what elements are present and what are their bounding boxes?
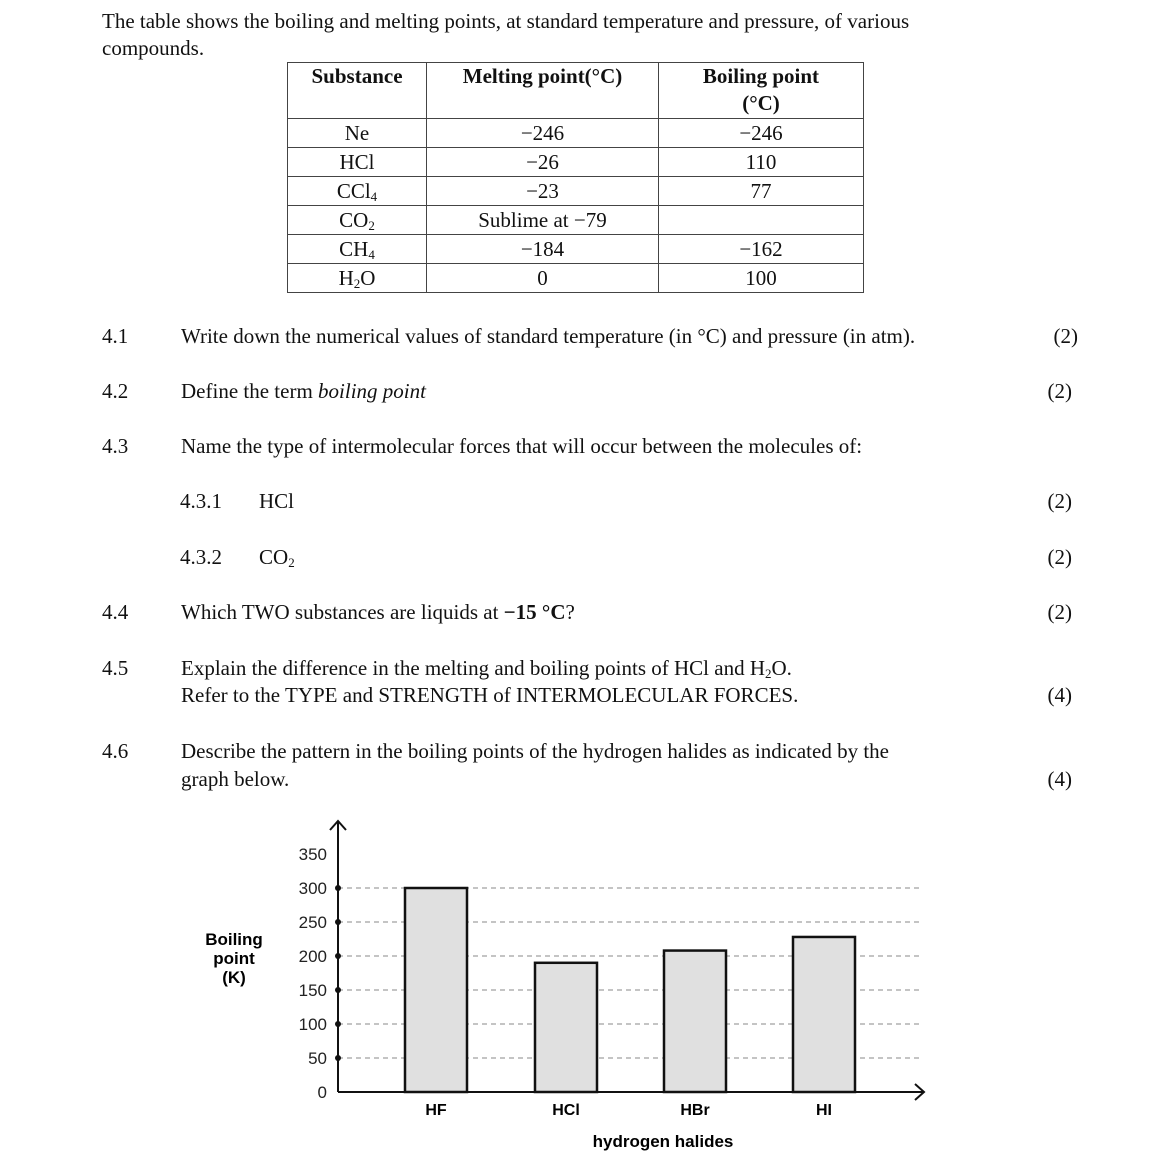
y-axis-label: point: [213, 949, 255, 968]
cell-boiling: 110: [658, 147, 864, 177]
y-tick-label: 200: [299, 947, 327, 966]
x-tick-label: HI: [816, 1102, 832, 1119]
formula: H: [338, 265, 354, 290]
bar-hi: [791, 935, 857, 1094]
q41-text: Write down the numerical values of stand…: [181, 324, 916, 348]
q45-sub: 2: [765, 666, 772, 681]
q41-number: 4.1: [102, 324, 129, 348]
y-tick-label: 50: [308, 1049, 327, 1068]
q42-text: Define the term boiling point: [181, 378, 426, 405]
y-axis-arrow-icon: [329, 819, 347, 831]
q45-text: Explain the difference in the melting an…: [181, 655, 792, 682]
q432-text: CO2: [259, 544, 295, 571]
table-row: Ne −246 −246: [287, 118, 864, 148]
q45-tail: O.: [771, 656, 792, 680]
q432-marks: (2): [1047, 545, 1073, 569]
cell-boiling: −162: [658, 234, 864, 264]
q431-text: HCl: [259, 489, 295, 513]
formula: CCl: [336, 178, 371, 203]
table-header-row: Substance Melting point(°C) Boiling poin…: [287, 62, 864, 119]
q45-marks: (4): [1047, 683, 1073, 707]
q46-marks: (4): [1047, 767, 1073, 791]
y-axis-label: (K): [222, 968, 246, 987]
cell-substance: Ne: [287, 118, 427, 148]
q44-tail: ?: [565, 600, 575, 624]
y-tick-label: 150: [299, 981, 327, 1000]
intro-line-1: The table shows the boiling and melting …: [102, 9, 910, 33]
q42-term: boiling point: [318, 379, 426, 403]
x-tick-label: HBr: [680, 1102, 709, 1119]
x-tick-label: HCl: [552, 1102, 580, 1119]
formula-sub: 2: [353, 275, 361, 291]
q46-line2: graph below.: [181, 767, 290, 791]
y-tick-label: 100: [299, 1015, 327, 1034]
q44-text: Which TWO substances are liquids at −15 …: [181, 599, 575, 626]
formula: HCl: [339, 149, 375, 174]
q431-number: 4.3.1: [180, 489, 222, 513]
formula: Ne: [344, 120, 370, 145]
y-tick-label: 350: [299, 845, 327, 864]
formula: CH: [339, 236, 369, 261]
bar-hbr: [662, 949, 728, 1094]
table-row: H2O 0 100: [287, 263, 864, 293]
q45-number: 4.5: [102, 656, 129, 680]
q43-text: Name the type of intermolecular forces t…: [181, 434, 863, 458]
q41-marks: (2): [1053, 324, 1079, 348]
q432-formula: CO: [259, 545, 289, 569]
q43-number: 4.3: [102, 434, 129, 458]
q44-temp: −15 °C: [503, 600, 566, 624]
y-tick-label: 0: [318, 1083, 327, 1102]
q432-sub: 2: [288, 555, 295, 570]
y-tick-label: 300: [299, 879, 327, 898]
cell-boiling: 77: [658, 176, 864, 206]
formula-tail: O: [360, 265, 376, 290]
cell-substance: HCl: [287, 147, 427, 177]
q42-number: 4.2: [102, 379, 129, 403]
data-table: Substance Melting point(°C) Boiling poin…: [287, 62, 864, 293]
cell-boiling: 100: [658, 263, 864, 293]
q431-marks: (2): [1047, 489, 1073, 513]
cell-substance: H2O: [287, 263, 427, 293]
q44-main: Which TWO substances are liquids at: [181, 600, 504, 624]
cell-substance: CO2: [287, 205, 427, 235]
formula: CO: [339, 207, 369, 232]
formula-sub: 2: [368, 217, 375, 233]
cell-substance: CH4: [287, 234, 427, 264]
table-row: CH4 −184 −162: [287, 234, 864, 264]
header-substance: Substance: [287, 62, 427, 119]
bar-hf: [403, 886, 469, 1094]
y-tick-label: 250: [299, 913, 327, 932]
q44-marks: (2): [1047, 600, 1073, 624]
q45-main: Explain the difference in the melting an…: [181, 656, 765, 680]
q432-number: 4.3.2: [180, 545, 222, 569]
q45-line2: Refer to the TYPE and STRENGTH of INTERM…: [181, 683, 799, 707]
intro-line-2: compounds.: [102, 36, 205, 60]
y-axis-label: Boiling: [205, 930, 263, 949]
q44-number: 4.4: [102, 600, 129, 624]
table-row: HCl −26 110: [287, 147, 864, 177]
x-axis-label: hydrogen halides: [593, 1132, 734, 1151]
q46-number: 4.6: [102, 739, 129, 763]
formula-sub: 4: [368, 246, 375, 262]
q42-marks: (2): [1047, 379, 1073, 403]
q46-text: Describe the pattern in the boiling poin…: [181, 739, 889, 763]
q42-text-main: Define the term: [181, 379, 319, 403]
cell-substance: CCl4: [287, 176, 427, 206]
header-boiling-l1: Boiling point: [702, 64, 820, 88]
header-boiling: Boiling point (°C): [658, 62, 864, 119]
bar-hcl: [533, 961, 599, 1094]
x-axis-arrow-icon: [914, 1083, 926, 1101]
formula-sub: 4: [370, 188, 378, 204]
header-boiling-l2: (°C): [742, 91, 780, 115]
x-tick-label: HF: [425, 1102, 447, 1119]
cell-melting: 0: [426, 263, 659, 293]
cell-boiling: −246: [658, 118, 864, 148]
